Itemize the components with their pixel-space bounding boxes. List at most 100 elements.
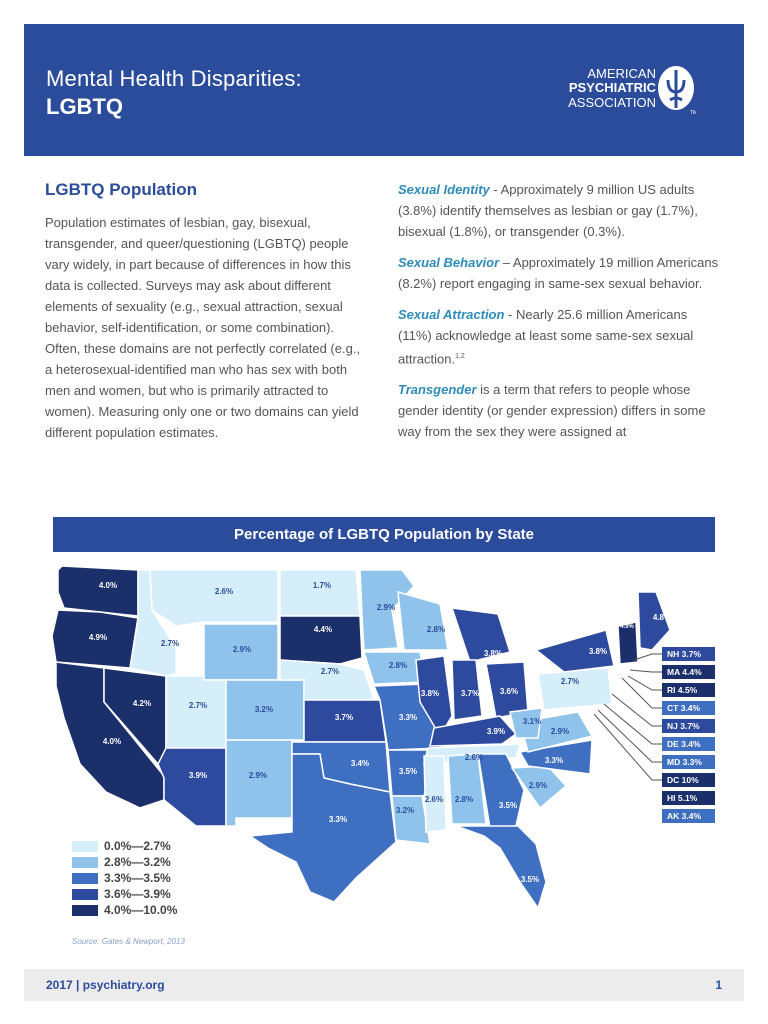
callout-leader-line [611, 693, 662, 727]
term-text: is a term that refers to people whose ge… [398, 382, 706, 440]
state-value-label-sc: 2.9% [529, 781, 547, 790]
state-mt [149, 569, 279, 627]
legend-label: 3.6%—3.9% [104, 887, 171, 901]
state-value-label-vt: 4.9% [620, 624, 634, 630]
state-value-label-wy: 2.9% [233, 645, 251, 654]
definition-sexual-behavior: Sexual Behavior – Approximately 19 milli… [398, 252, 723, 294]
legend-label: 4.0%—10.0% [104, 903, 178, 917]
state-in [451, 659, 483, 721]
state-value-label-me: 4.8% [653, 613, 671, 622]
logo-text-line3: ASSOCIATION [568, 95, 656, 110]
legend-swatch [72, 840, 98, 852]
footer: 2017 | psychiatry.org 1 [24, 969, 744, 1001]
legend-item: 2.8%—3.2% [72, 854, 177, 870]
callout-box [662, 719, 715, 733]
state-value-label-nm: 2.9% [249, 771, 267, 780]
state-value-label-la: 3.2% [396, 806, 414, 815]
state-value-label-ga: 3.5% [499, 801, 517, 810]
state-value-label-id: 2.7% [161, 639, 179, 648]
page-number: 1 [715, 978, 722, 992]
callout-leader-line [621, 677, 662, 709]
state-value-label-al: 2.8% [455, 795, 473, 804]
state-value-label-mt: 2.6% [215, 587, 233, 596]
callout-leader-line [597, 709, 662, 763]
state-value-label-nc: 3.3% [545, 756, 563, 765]
header-banner: Mental Health Disparities: LGBTQ AMERICA… [24, 24, 744, 156]
callout-box [662, 773, 715, 787]
callout-label: AK 3.4% [667, 811, 701, 821]
state-me [637, 591, 671, 651]
state-la [391, 795, 431, 845]
source-note: Source: Gates & Newport, 2013 [72, 937, 185, 946]
state-wv [509, 707, 543, 739]
state-value-label-tn: 2.6% [465, 753, 483, 762]
legend-item: 3.3%—3.5% [72, 870, 177, 886]
footer-site: 2017 | psychiatry.org [46, 978, 165, 992]
legend-item: 4.0%—10.0% [72, 902, 177, 918]
state-value-label-co: 3.2% [255, 705, 273, 714]
term-label: Sexual Identity [398, 182, 490, 197]
logo-text-line1: AMERICAN [587, 66, 656, 81]
state-ut [165, 675, 227, 749]
footnote-ref: 1,2 [455, 353, 465, 360]
state-mi [450, 607, 511, 663]
apa-logo: AMERICAN PSYCHIATRIC ASSOCIATION TM [568, 64, 722, 116]
term-label: Transgender [398, 382, 477, 398]
state-tx [247, 753, 397, 903]
callout-label: HI 5.1% [667, 793, 698, 803]
state-sd [279, 615, 363, 665]
callout-leader-line [629, 669, 662, 673]
definition-sexual-identity: Sexual Identity - Approximately 9 millio… [398, 179, 723, 242]
callout-leader-line [593, 713, 662, 781]
state-value-label-nd: 1.7% [313, 581, 331, 590]
state-value-label-mn: 2.9% [377, 603, 395, 612]
state-nc [518, 739, 593, 775]
state-value-label-wi: 2.8% [427, 625, 445, 634]
state-value-label-il: 3.8% [421, 689, 439, 698]
state-value-label-ks: 3.7% [335, 713, 353, 722]
state-value-label-ok: 3.4% [351, 759, 369, 768]
section-heading: LGBTQ Population [45, 180, 198, 199]
svg-text:TM: TM [690, 110, 696, 116]
callout-label: MD 3.3% [667, 757, 702, 767]
legend-swatch [72, 904, 98, 916]
legend-item: 3.6%—3.9% [72, 886, 177, 902]
lgbtq-population-section: LGBTQ Population Population estimates of… [45, 180, 363, 443]
page-title-line1: Mental Health Disparities: [46, 66, 302, 91]
state-value-label-az: 3.9% [189, 771, 207, 780]
callout-label: MA 4.4% [667, 667, 702, 677]
state-value-label-ar: 3.5% [399, 767, 417, 776]
state-value-label-ky: 3.9% [487, 727, 505, 736]
callout-label: CT 3.4% [667, 703, 701, 713]
state-value-label-ut: 2.7% [189, 701, 207, 710]
term-label: Sexual Behavior [398, 255, 500, 270]
state-value-label-ca: 4.0% [103, 737, 121, 746]
us-state-map: 4.0% 4.9% 4.0% 4.2% 2.7% 2.6% 2.9% 2.7% 3.9% 3.2%… [51, 565, 715, 910]
legend-item: 0.0%—2.7% [72, 838, 177, 854]
state-value-label-nv: 4.2% [133, 699, 151, 708]
callout-label: DE 3.4% [667, 739, 701, 749]
state-vt [617, 621, 639, 665]
state-az [157, 747, 227, 827]
state-value-label-ne: 2.7% [321, 667, 339, 676]
callout-box [662, 755, 715, 769]
state-value-label-mi: 3.8% [484, 649, 502, 658]
state-ky [429, 715, 518, 747]
term-text: - Approximately 9 million US adults (3.8… [398, 182, 698, 239]
legend-swatch [72, 888, 98, 900]
logo-text-line2: PSYCHIATRIC [568, 80, 656, 95]
legend-swatch [72, 856, 98, 868]
state-value-label-in: 3.7% [461, 689, 479, 698]
state-fl [455, 825, 547, 910]
callout-label: NH 3.7% [667, 649, 701, 659]
definition-transgender: Transgender is a term that refers to peo… [398, 379, 723, 442]
state-wi [397, 590, 449, 651]
state-value-label-tx: 3.3% [329, 815, 347, 824]
term-text: – Approximately 19 million Americans (8.… [398, 255, 719, 291]
apa-psi-logo-icon: TM [658, 66, 696, 116]
state-ny [534, 629, 615, 673]
state-value-label-ny: 3.8% [589, 647, 607, 656]
state-nd [279, 569, 361, 617]
state-al [447, 753, 487, 825]
definitions-section: Sexual Identity - Approximately 9 millio… [398, 179, 723, 452]
